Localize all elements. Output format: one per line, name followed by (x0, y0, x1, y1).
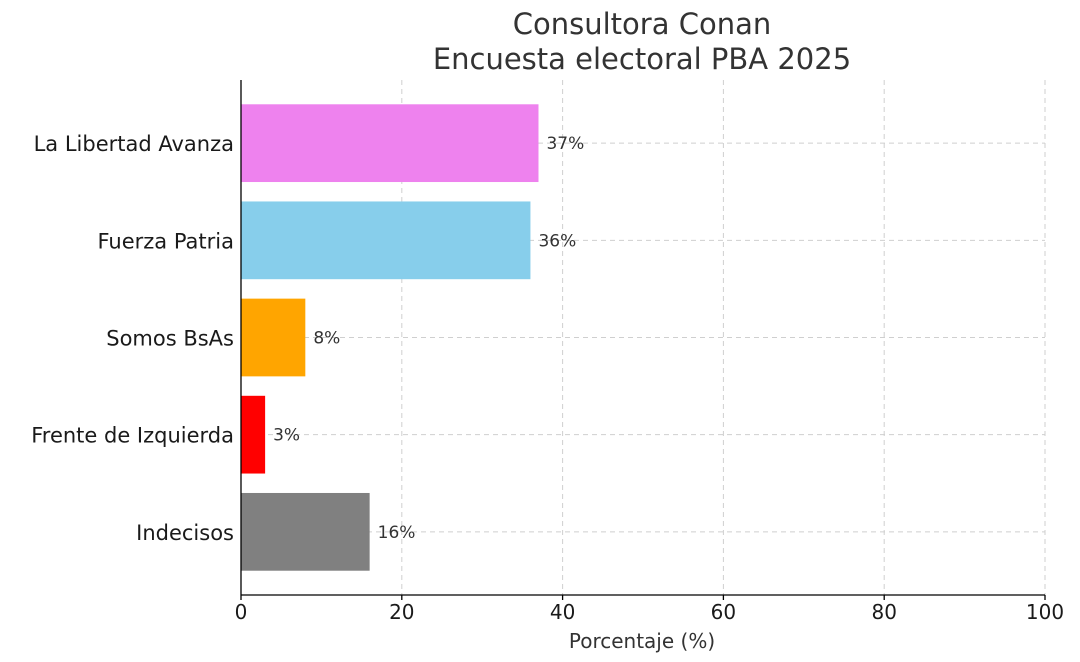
bar (241, 201, 531, 280)
x-tick-label: 20 (389, 600, 414, 624)
x-tick-label: 60 (711, 600, 736, 624)
x-tick-labels: 0 20 40 60 80 100 (235, 600, 1064, 624)
axes (240, 80, 1046, 600)
data-label: 16% (378, 523, 416, 543)
data-label: 3% (273, 426, 300, 446)
x-axis-label: Porcentaje (%) (569, 629, 715, 653)
x-tick-label: 0 (235, 600, 248, 624)
chart-title-line-1: Consultora Conan (513, 7, 771, 41)
chart-title: Consultora Conan Encuesta electoral PBA … (433, 7, 851, 76)
bar (241, 298, 306, 377)
data-label: 36% (538, 231, 576, 251)
data-label: 37% (546, 134, 584, 154)
bar (241, 395, 266, 474)
x-tick-label: 100 (1026, 600, 1064, 624)
x-tick-label: 80 (871, 600, 896, 624)
category-labels: La Libertad Avanza Fuerza Patria Somos BsA… (31, 132, 234, 545)
data-label: 8% (313, 329, 340, 349)
category-label: La Libertad Avanza (34, 132, 234, 156)
data-labels: 37% 36% 8% 3% 16% (273, 134, 584, 543)
x-tick-label: 40 (550, 600, 575, 624)
category-label: Fuerza Patria (97, 229, 234, 253)
category-label: Frente de Izquierda (31, 424, 234, 448)
category-label: Indecisos (136, 521, 234, 545)
category-label: Somos BsAs (106, 327, 234, 351)
bar (241, 492, 370, 571)
chart-title-line-2: Encuesta electoral PBA 2025 (433, 42, 851, 76)
bars (241, 104, 539, 571)
bar (241, 104, 539, 183)
